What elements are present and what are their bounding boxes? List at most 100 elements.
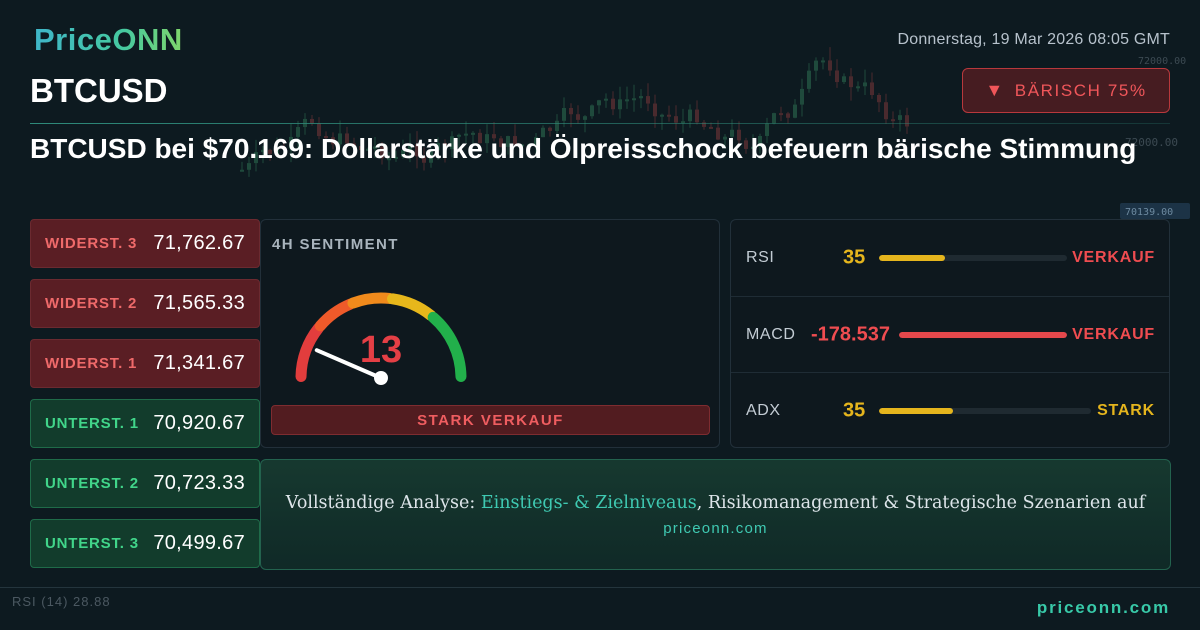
background-candle: [569, 108, 573, 115]
background-candle: [835, 70, 839, 83]
cta-link[interactable]: priceonn.com: [663, 519, 768, 537]
background-candle: [646, 96, 650, 104]
level-support-3: UNTERST. 3 70,499.67: [30, 519, 260, 568]
background-candle: [422, 156, 426, 163]
level-label: UNTERST. 2: [45, 475, 139, 492]
gauge-icon: 13: [295, 292, 467, 385]
gauge-segment: [427, 311, 467, 382]
timestamp: Donnerstag, 19 Mar 2026 08:05 GMT: [897, 31, 1170, 48]
brand-logo[interactable]: PriceONN: [34, 22, 183, 57]
indicators-panel: RSI 35 VERKAUF MACD -178.537 VERKAUF ADX…: [730, 219, 1170, 448]
background-candle: [898, 115, 902, 120]
background-candle: [723, 136, 727, 140]
level-support-2: UNTERST. 2 70,723.33: [30, 459, 260, 508]
level-resistance-2: WIDERST. 2 71,565.33: [30, 279, 260, 328]
background-candle: [590, 105, 594, 117]
background-candle: [772, 113, 776, 124]
background-candle: [513, 136, 517, 145]
background-candle: [660, 114, 664, 117]
background-candle: [884, 102, 888, 120]
level-label: WIDERST. 3: [45, 235, 138, 252]
level-value: 71,341.67: [153, 352, 245, 374]
indicator-bar: [879, 255, 1067, 261]
footer-divider: [0, 587, 1200, 588]
sentiment-signal: STARK VERKAUF: [271, 405, 710, 435]
background-candle: [814, 60, 818, 71]
background-candle: [478, 132, 482, 144]
background-candle: [471, 132, 475, 135]
background-candle: [842, 76, 846, 83]
background-candle: [611, 98, 615, 110]
indicator-bar: [899, 331, 1067, 338]
background-candle: [709, 126, 713, 129]
background-candle: [520, 144, 524, 147]
background-candle: [303, 118, 307, 128]
background-candle: [401, 150, 405, 157]
background-candle: [716, 127, 720, 140]
background-candle: [765, 123, 769, 136]
background-candle: [674, 116, 678, 123]
background-candle: [366, 148, 370, 151]
background-candle: [352, 143, 356, 147]
level-support-1: UNTERST. 1 70,920.67: [30, 399, 260, 448]
background-candle: [380, 146, 384, 159]
background-candle: [254, 152, 258, 164]
background-candle: [779, 113, 783, 116]
full-analysis-cta[interactable]: Vollständige Analyse: Einstiegs- & Zieln…: [260, 459, 1171, 570]
ticker-symbol: BTCUSD: [30, 72, 168, 109]
background-candle: [541, 127, 545, 138]
background-candle: [758, 135, 762, 147]
gauge-segment: [387, 293, 437, 321]
background-candle: [387, 158, 391, 161]
sentiment-badge: ▼ BÄRISCH 75%: [962, 68, 1170, 113]
background-candle: [877, 94, 881, 103]
level-value: 70,920.67: [153, 412, 245, 434]
indicator-name: MACD: [746, 325, 796, 343]
background-candle: [289, 136, 293, 149]
price-levels: WIDERST. 3 71,762.67 WIDERST. 2 71,565.3…: [30, 219, 260, 579]
headline: BTCUSD bei $70.169: Dollarstärke und Ölp…: [30, 133, 1137, 164]
down-triangle-icon: ▼: [985, 80, 1005, 100]
sentiment-panel: 4H SENTIMENT 13 STARK VERKAUF: [260, 219, 720, 448]
background-candle: [408, 144, 412, 151]
background-candle: [821, 60, 825, 63]
background-candle: [576, 114, 580, 120]
indicator-adx: ADX 35 STARK: [731, 372, 1169, 448]
background-candle: [870, 82, 874, 95]
background-candle: [464, 133, 468, 136]
gauge-score: 13: [360, 329, 402, 371]
background-candle: [667, 114, 671, 117]
background-candle: [324, 136, 328, 139]
level-resistance-3: WIDERST. 3 71,762.67: [30, 219, 260, 268]
background-current-price: 70139.00: [1125, 207, 1173, 218]
footer-website-link[interactable]: priceonn.com: [1036, 598, 1170, 617]
level-label: UNTERST. 3: [45, 535, 139, 552]
background-candle: [373, 146, 377, 149]
background-price-label: 72000.00: [1138, 56, 1186, 67]
background-candle: [856, 86, 860, 89]
background-candle: [639, 96, 643, 99]
background-candle: [359, 146, 363, 151]
indicator-name: ADX: [746, 401, 781, 419]
background-candle: [905, 115, 909, 127]
gauge-segment: [314, 298, 356, 332]
level-label: WIDERST. 1: [45, 355, 138, 372]
background-candle: [653, 103, 657, 117]
background-candle: [310, 118, 314, 124]
background-candle: [562, 108, 566, 121]
indicator-signal: STARK: [1097, 401, 1155, 419]
cta-post: , Risikomanagement & Strategische Szenar…: [696, 492, 1146, 513]
background-candle: [485, 134, 489, 144]
background-candle: [786, 113, 790, 118]
background-candle: [751, 146, 755, 149]
cta-pre: Vollständige Analyse:: [285, 492, 481, 513]
background-candle: [317, 123, 321, 137]
background-candle: [695, 109, 699, 123]
gauge-segment: [347, 292, 396, 309]
background-candle: [807, 70, 811, 89]
sentiment-title: 4H SENTIMENT: [272, 236, 399, 253]
background-candle: [800, 88, 804, 105]
indicator-signal: VERKAUF: [1072, 249, 1155, 266]
gauge-needle: [314, 348, 383, 380]
